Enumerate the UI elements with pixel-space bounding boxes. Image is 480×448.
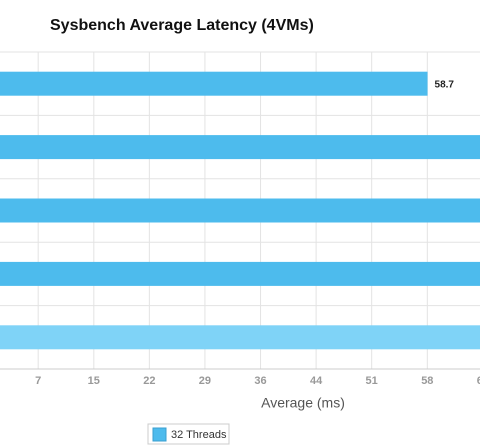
chart-title: Sysbench Average Latency (4VMs)	[50, 17, 314, 34]
bar	[0, 261, 480, 286]
x-tick-label: 44	[310, 375, 323, 387]
x-tick-label: 51	[366, 375, 378, 387]
value-label: 58.7	[435, 79, 455, 90]
bar	[0, 325, 480, 350]
bar	[0, 135, 480, 160]
bar	[0, 71, 428, 96]
x-tick-label: 58	[421, 375, 433, 387]
bar	[0, 198, 480, 223]
legend-swatch	[152, 427, 167, 442]
x-tick-label: 22	[143, 375, 155, 387]
x-axis-label: Average (ms)	[261, 395, 345, 411]
x-tick-label: 15	[88, 375, 100, 387]
legend-label: 32 Threads	[171, 429, 227, 441]
x-tick-label: 7	[35, 375, 41, 387]
legend-box	[147, 423, 230, 445]
x-tick-label: 36	[254, 375, 266, 387]
x-tick-label: 66	[477, 375, 480, 387]
x-tick-label: 29	[199, 375, 211, 387]
